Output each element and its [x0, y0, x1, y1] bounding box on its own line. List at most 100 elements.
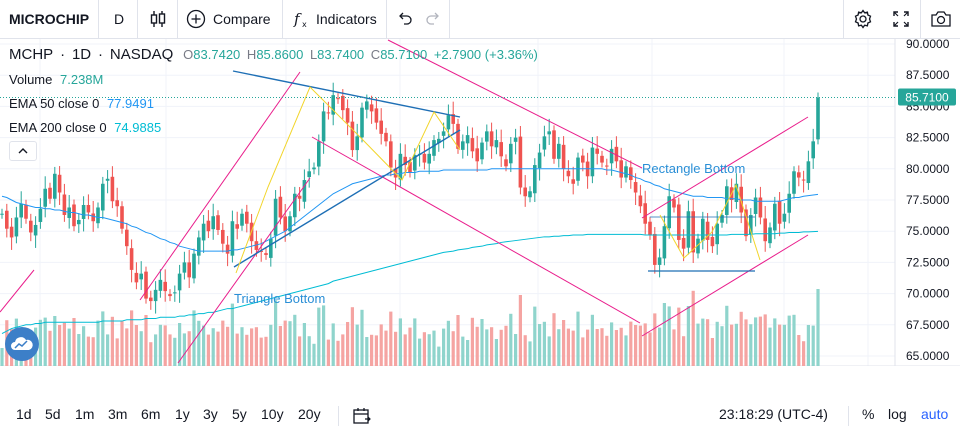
tradingview-logo[interactable] — [5, 327, 39, 361]
candle-body — [297, 195, 302, 199]
candle-body — [149, 297, 153, 302]
volume-bar — [86, 336, 90, 366]
volume-bar — [778, 324, 782, 366]
legend-low-value: 83.7400 — [317, 47, 365, 62]
volume-bar — [269, 324, 273, 366]
candle-body — [657, 257, 662, 265]
volume-bar — [566, 328, 570, 366]
settings-button[interactable] — [853, 0, 873, 38]
range-button-1d[interactable]: 1d — [16, 406, 32, 422]
candle-body — [653, 233, 657, 265]
volume-bar — [816, 289, 820, 366]
volume-bar — [557, 329, 561, 366]
volume-bar — [730, 324, 734, 366]
redo-icon — [426, 12, 439, 25]
volume-bar — [686, 306, 690, 366]
candle-body — [513, 137, 518, 142]
legend-separator: · — [60, 46, 66, 63]
candle-body — [749, 214, 753, 235]
timezone-clock[interactable]: 23:18:29 (UTC-4) — [719, 406, 828, 422]
fullscreen-button[interactable] — [892, 0, 910, 38]
interval-button[interactable]: D — [114, 11, 125, 27]
indicators-button[interactable]: f x Indicators — [292, 0, 377, 38]
volume-bar — [437, 346, 441, 366]
candle-body — [240, 213, 244, 226]
volume-bar — [691, 290, 695, 366]
candle-body — [77, 219, 81, 225]
volume-bar — [178, 323, 182, 366]
candle-body — [605, 165, 609, 167]
go-to-date-button[interactable] — [352, 407, 372, 428]
range-button-10y[interactable]: 10y — [261, 406, 284, 422]
redo-button[interactable] — [424, 0, 442, 38]
candle-body — [168, 294, 172, 297]
candle-body — [72, 204, 76, 227]
candle-body — [139, 273, 143, 280]
percent-scale-toggle[interactable]: % — [862, 406, 875, 422]
range-button-5y[interactable]: 5y — [232, 406, 247, 422]
volume-bar — [182, 333, 186, 366]
pattern-line — [641, 234, 809, 337]
volume-bar — [614, 330, 618, 366]
volume-bar — [168, 334, 172, 366]
volume-bar — [197, 320, 201, 366]
range-button-6m[interactable]: 6m — [141, 406, 161, 422]
volume-bar — [806, 325, 810, 366]
volume-bar — [490, 327, 494, 366]
candle-body — [595, 148, 599, 154]
price-tick-label: 75.0000 — [906, 224, 950, 238]
symbol-search-button[interactable]: MICROCHIP — [9, 11, 90, 27]
volume-bar — [581, 337, 585, 366]
range-button-1y[interactable]: 1y — [175, 406, 190, 422]
candle-body — [677, 204, 681, 240]
candle-body — [288, 216, 292, 232]
volume-bar — [389, 311, 393, 366]
screenshot-button[interactable] — [930, 0, 952, 38]
range-button-3m[interactable]: 3m — [108, 406, 128, 422]
toolbar-divider — [137, 0, 138, 38]
auto-scale-toggle[interactable]: auto — [921, 406, 949, 422]
price-tick-label: 77.5000 — [906, 193, 950, 207]
volume-bar — [293, 314, 297, 366]
price-chart[interactable]: 90.000087.500085.000082.500080.000077.50… — [0, 39, 960, 366]
log-scale-toggle[interactable]: log — [888, 406, 907, 422]
volume-bar — [605, 335, 609, 366]
candle-body — [422, 153, 427, 163]
candle-body — [801, 179, 806, 181]
volume-bar — [384, 330, 388, 366]
volume-bar — [456, 315, 460, 366]
candle-body — [235, 224, 239, 229]
volume-bar — [317, 307, 321, 366]
compare-button[interactable]: Compare — [186, 0, 271, 38]
candle-body — [557, 143, 561, 159]
volume-bar — [302, 323, 306, 366]
volume-bar — [101, 311, 105, 366]
volume-bar — [638, 325, 642, 366]
candle-body — [403, 156, 407, 166]
volume-bar — [523, 335, 527, 366]
volume-bar — [470, 317, 474, 366]
range-button-3y[interactable]: 3y — [203, 406, 218, 422]
range-button-1m[interactable]: 1m — [75, 406, 95, 422]
candles-chart-type-button[interactable] — [148, 0, 168, 38]
candle-body — [619, 160, 623, 178]
camera-icon — [931, 11, 951, 27]
range-button-5d[interactable]: 5d — [45, 406, 61, 422]
volume-bar — [216, 331, 220, 366]
volume-bar — [144, 315, 148, 366]
volume-legend-value: 7.238M — [60, 72, 104, 87]
candle-body — [158, 279, 163, 291]
volume-bar — [739, 311, 743, 366]
candle-body — [57, 174, 62, 193]
volume-bar — [403, 334, 407, 366]
candle-body — [792, 171, 796, 194]
volume-bar — [782, 324, 786, 366]
collapse-legend-button[interactable] — [9, 141, 37, 161]
volume-bar — [494, 339, 498, 366]
volume-bar — [360, 309, 364, 366]
undo-button[interactable] — [396, 0, 414, 38]
candle-body — [600, 155, 604, 163]
range-button-20y[interactable]: 20y — [298, 406, 321, 422]
volume-bar — [787, 315, 791, 366]
chart-background — [0, 39, 960, 366]
